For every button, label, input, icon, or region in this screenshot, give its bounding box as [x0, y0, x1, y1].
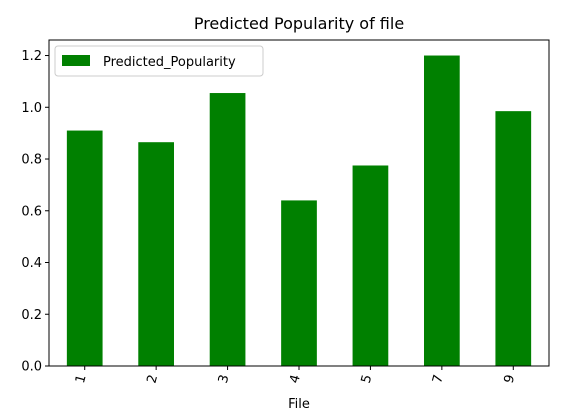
x-tick-label: 9: [502, 373, 519, 385]
bar-2: [138, 142, 174, 366]
x-tick-label: 7: [430, 373, 447, 385]
legend: Predicted_Popularity: [54, 45, 264, 77]
chart-title: Predicted Popularity of file: [194, 14, 404, 33]
y-tick-label: 0.2: [21, 308, 42, 323]
y-tick-label: 1.0: [21, 101, 42, 116]
plot-frame: [48, 39, 550, 367]
y-tick-label: 0.4: [21, 256, 42, 271]
bar-9: [495, 111, 532, 367]
bar-3: [209, 93, 246, 367]
x-tick-label: 5: [359, 373, 376, 385]
legend-swatch: [62, 55, 90, 66]
bar-1: [66, 130, 103, 366]
x-tick-label: 3: [216, 373, 233, 385]
x-tick-label: 1: [73, 373, 90, 385]
y-tick-label: 0.0: [21, 360, 42, 375]
y-tick-label: 1.2: [21, 49, 42, 64]
y-tick-label: 0.6: [21, 204, 42, 219]
y-tick-label: 0.8: [21, 153, 42, 168]
bar-7: [424, 55, 460, 367]
x-axis-label: File: [288, 397, 310, 411]
x-tick-label: 2: [144, 373, 161, 385]
x-axis-ticks: 1 2 3 4 5 7 9: [73, 366, 518, 385]
bar-5: [352, 165, 389, 366]
legend-box: [54, 45, 264, 77]
x-tick-label: 4: [287, 373, 304, 385]
bar-4: [281, 200, 317, 366]
y-axis-ticks: 0.0 0.2 0.4 0.6 0.8 1.0 1.2: [21, 49, 49, 375]
legend-label: Predicted_Popularity: [103, 55, 236, 70]
bars-group: [66, 55, 532, 367]
